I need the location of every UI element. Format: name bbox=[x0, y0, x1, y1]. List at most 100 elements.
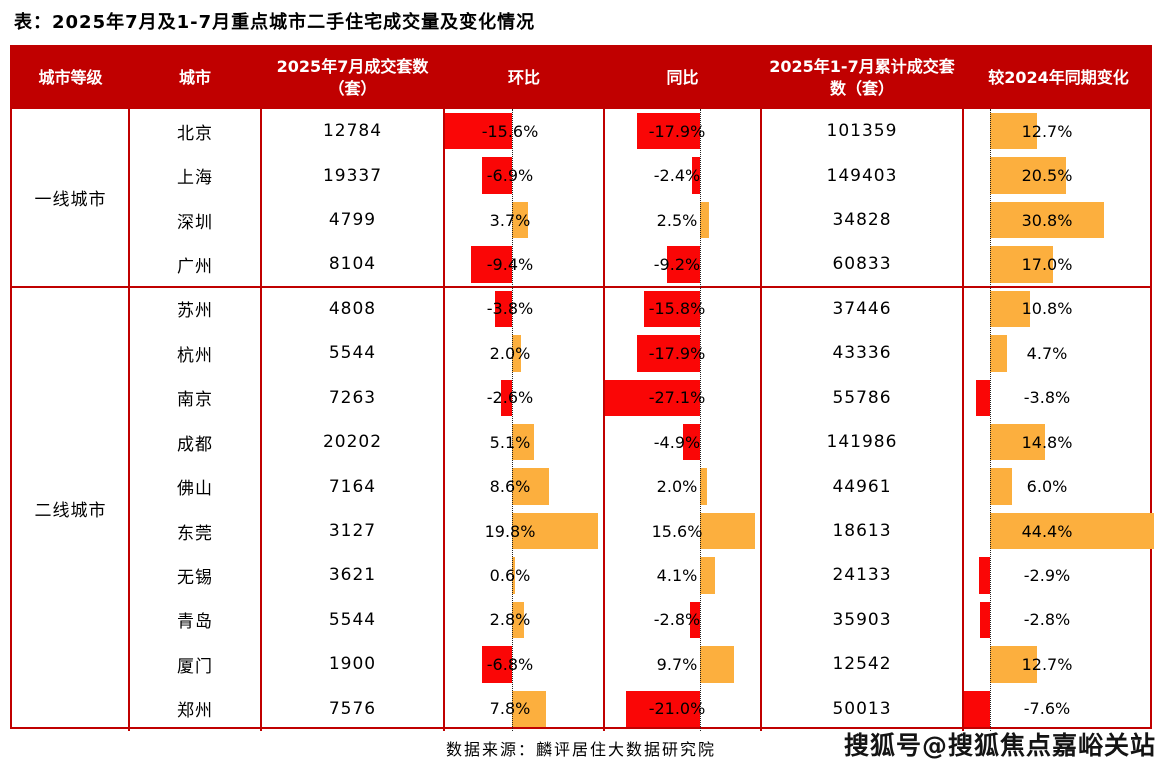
yoy-bar bbox=[691, 157, 700, 194]
vs2024-bar bbox=[975, 379, 990, 416]
jul-volume-cell: 5544 bbox=[328, 343, 377, 364]
vs2024-label: 10.8% bbox=[1021, 299, 1073, 319]
vs2024-bar bbox=[990, 290, 1030, 328]
column-border bbox=[603, 109, 605, 731]
header-city: 城市 bbox=[178, 68, 211, 88]
cum-volume-cell: 141986 bbox=[826, 432, 898, 453]
mom-bar bbox=[444, 113, 512, 150]
cum-volume-cell: 18613 bbox=[832, 521, 892, 542]
jul-volume-cell: 4799 bbox=[328, 210, 377, 231]
city-cell: 南京 bbox=[177, 390, 213, 411]
table-body: 一线城市 北京 12784 101359 -15.6% -17.9% 12.7% 上海 1933… bbox=[12, 47, 1154, 731]
vs2024-label: 17.0% bbox=[1021, 254, 1073, 274]
city-cell: 成都 bbox=[177, 434, 213, 455]
header-city-tier: 城市等级 bbox=[38, 68, 103, 88]
mom-label: 7.8% bbox=[489, 699, 531, 719]
page-title: 表：2025年7月及1-7月重点城市二手住宅成交量及变化情况 bbox=[14, 12, 536, 33]
jul-volume-cell: 5544 bbox=[328, 609, 377, 630]
city-cell: 郑州 bbox=[177, 701, 213, 722]
mom-bar bbox=[495, 290, 512, 328]
cum-volume-cell: 44961 bbox=[832, 476, 892, 497]
header-vs-2024: 较2024年同期变化 bbox=[988, 68, 1129, 88]
yoy-bar bbox=[682, 424, 700, 461]
yoy-label: -17.9% bbox=[648, 343, 706, 363]
section-divider bbox=[12, 285, 1150, 288]
vs2024-label: -3.8% bbox=[1023, 388, 1071, 408]
yoy-label: -4.9% bbox=[653, 432, 701, 452]
mom-label: -9.4% bbox=[486, 254, 534, 274]
yoy-label: -9.2% bbox=[653, 254, 701, 274]
cum-volume-cell: 37446 bbox=[832, 298, 892, 319]
cum-volume-cell: 60833 bbox=[832, 254, 892, 275]
jul-volume-cell: 7164 bbox=[328, 476, 377, 497]
mom-label: 5.1% bbox=[489, 432, 531, 452]
tier-cell: 二线城市 bbox=[34, 501, 107, 522]
mom-label: 2.8% bbox=[489, 610, 531, 630]
jul-volume-cell: 3621 bbox=[328, 565, 377, 586]
mom-bar bbox=[481, 157, 512, 194]
yoy-bar bbox=[700, 512, 756, 550]
vs2024-bar bbox=[979, 557, 990, 594]
jul-volume-cell: 4808 bbox=[328, 298, 377, 319]
header-yoy: 同比 bbox=[666, 68, 699, 88]
jul-volume-cell: 19337 bbox=[322, 165, 383, 186]
mom-label: 3.7% bbox=[489, 210, 531, 230]
vs2024-bar bbox=[990, 424, 1045, 461]
yoy-label: 9.7% bbox=[656, 654, 698, 674]
vs2024-bar bbox=[963, 690, 990, 727]
mom-bar bbox=[512, 424, 535, 461]
vs2024-label: 30.8% bbox=[1021, 210, 1073, 230]
vs2024-label: -7.6% bbox=[1023, 699, 1071, 719]
mom-bar bbox=[471, 246, 512, 283]
city-cell: 青岛 bbox=[177, 612, 213, 633]
header-mom: 环比 bbox=[507, 68, 540, 88]
vs2024-bar bbox=[990, 113, 1037, 150]
vs2024-label: 14.8% bbox=[1021, 432, 1073, 452]
yoy-bar bbox=[690, 601, 700, 639]
column-border bbox=[760, 109, 762, 731]
table-header: 城市等级 城市 2025年7月成交套数（套） 环比 同比 2025年1-7月累计… bbox=[12, 47, 1150, 109]
yoy-bar bbox=[700, 201, 709, 239]
cum-volume-cell: 55786 bbox=[832, 387, 892, 408]
mom-bar bbox=[512, 601, 525, 639]
mom-label: -15.6% bbox=[481, 121, 539, 141]
yoy-label: -27.1% bbox=[648, 388, 706, 408]
data-table: 城市等级 城市 2025年7月成交套数（套） 环比 同比 2025年1-7月累计… bbox=[10, 45, 1154, 731]
mom-bar bbox=[512, 690, 546, 727]
mom-label: 19.8% bbox=[484, 521, 536, 541]
vs2024-bar bbox=[990, 246, 1053, 283]
mom-bar bbox=[512, 557, 515, 594]
jul-volume-cell: 7263 bbox=[328, 387, 377, 408]
city-cell: 杭州 bbox=[177, 345, 213, 366]
yoy-label: 2.5% bbox=[656, 210, 698, 230]
mom-bar bbox=[482, 646, 512, 683]
jul-volume-cell: 20202 bbox=[322, 432, 383, 453]
vs2024-label: 12.7% bbox=[1021, 121, 1073, 141]
city-cell: 深圳 bbox=[177, 212, 213, 233]
vs2024-label: 6.0% bbox=[1026, 477, 1068, 497]
cum-volume-cell: 43336 bbox=[832, 343, 892, 364]
mom-bar bbox=[512, 468, 550, 505]
yoy-bar bbox=[700, 468, 708, 505]
mom-label: -3.8% bbox=[486, 299, 534, 319]
vs2024-bar bbox=[990, 646, 1037, 683]
city-cell: 苏州 bbox=[177, 301, 213, 322]
mom-bar bbox=[512, 201, 529, 239]
vs2024-label: 44.4% bbox=[1021, 521, 1073, 541]
vs2024-label: -2.9% bbox=[1023, 565, 1071, 585]
jul-volume-cell: 1900 bbox=[328, 654, 377, 675]
mom-axis-line bbox=[512, 109, 513, 731]
mom-label: 2.0% bbox=[489, 343, 531, 363]
tier-cell: 一线城市 bbox=[34, 190, 107, 211]
header-jul-volume: 2025年7月成交套数（套） bbox=[276, 57, 429, 98]
mom-bar bbox=[500, 379, 512, 416]
yoy-label: 4.1% bbox=[656, 565, 698, 585]
jul-volume-cell: 7576 bbox=[328, 698, 377, 719]
mom-bar bbox=[512, 335, 521, 372]
yoy-bar bbox=[604, 379, 700, 416]
data-source: 数据来源：麟评居住大数据研究院 bbox=[445, 740, 716, 759]
yoy-label: -2.8% bbox=[653, 610, 701, 630]
vs2024-label: 12.7% bbox=[1021, 654, 1073, 674]
cum-volume-cell: 149403 bbox=[826, 165, 898, 186]
yoy-label: -2.4% bbox=[653, 166, 701, 186]
